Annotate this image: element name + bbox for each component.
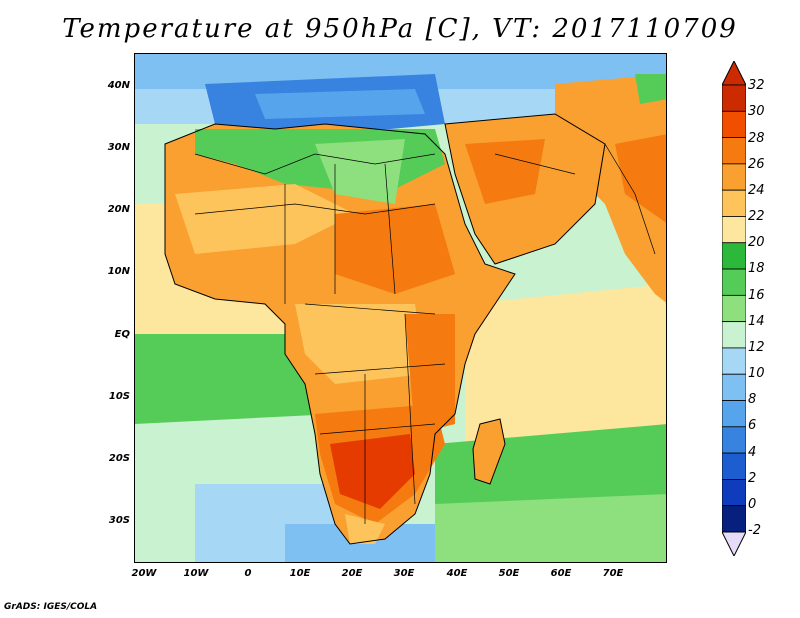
lon-label-50e: 50E [498,568,520,579]
lon-label-40e: 40E [446,568,468,579]
colorbar-segment [722,321,746,349]
lon-label-20w: 20W [131,568,157,579]
colorbar-label: 26 [748,157,765,172]
lon-label-10e: 10E [289,568,311,579]
madagascar [473,419,505,484]
colorbar-segment [722,505,746,533]
colorbar-segment [722,242,746,270]
lat-label-40n: 40N [107,80,130,91]
lat-label-20n: 20N [107,204,130,215]
lon-label-70e: 70E [602,568,624,579]
colorbar-label: 4 [748,445,757,460]
lon-label-20e: 20E [341,568,363,579]
colorbar-label: -2 [748,523,761,538]
lon-label-0: 0 [244,568,252,579]
colorbar-label: 8 [748,392,757,407]
colorbar-segment [722,400,746,428]
lat-label-eq: EQ [114,329,130,340]
colorbar-segment [722,479,746,507]
colorbar-label: 24 [748,183,765,198]
colorbar-segment [722,426,746,454]
kalahari-hot [330,434,415,509]
colorbar-segment [722,110,746,138]
indian-ocean-warm [465,284,666,454]
colorbar-segment [722,373,746,401]
colorbar-label: 32 [748,78,765,93]
lat-label-20s: 20S [108,453,130,464]
lat-label-30s: 30S [108,515,130,526]
colorbar-segment [722,216,746,244]
lat-label-30n: 30N [107,142,130,153]
colorbar-label: 28 [748,131,765,146]
lon-label-30e: 30E [393,568,415,579]
colorbar-segment [722,137,746,165]
map-title: Temperature at 950hPa [C], VT: 201711070… [62,14,738,44]
colorbar-segment [722,163,746,191]
colorbar-label: 6 [748,418,757,433]
colorbar-label: 18 [748,261,765,276]
colorbar-segment [722,294,746,323]
lon-label-60e: 60E [550,568,572,579]
map-canvas [135,54,666,562]
colorbar-label: 12 [748,340,765,355]
colorbar-segment [722,452,746,480]
colorbar-segment [722,268,746,296]
colorbar-segment [722,84,746,112]
colorbar-label: 10 [748,366,765,381]
colorbar-label: 20 [748,235,765,250]
grads-credit: GrADS: IGES/COLA [4,602,98,612]
colorbar-label: 2 [748,471,757,486]
lon-label-10w: 10W [183,568,209,579]
central-africa-hot [335,204,455,294]
lat-label-10n: 10N [107,266,130,277]
temperature-map [134,53,667,563]
colorbar-top-arrow [722,61,746,86]
colorbar-label: 22 [748,209,765,224]
colorbar-label: 0 [748,497,757,512]
colorbar-label: 14 [748,314,765,329]
country-borders [194,143,656,524]
lat-label-10s: 10S [108,391,130,402]
colorbar-label: 16 [748,288,765,303]
colorbar-bottom-arrow [722,531,746,556]
colorbar-segment [722,347,746,375]
colorbar-segment [722,189,746,217]
colorbar [722,61,746,556]
africa-coastline [164,123,516,545]
india-asia [555,74,666,303]
colorbar-label: 30 [748,104,765,119]
